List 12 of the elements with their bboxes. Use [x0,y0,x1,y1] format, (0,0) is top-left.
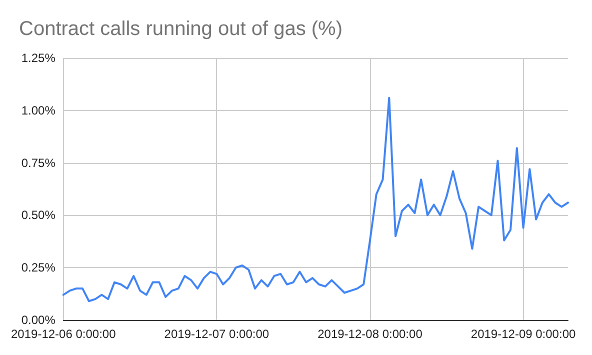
x-tick-label: 2019-12-07 0:00:00 [164,327,270,341]
y-tick-label: 1.00% [21,103,56,118]
x-tick-label: 2019-12-06 0:00:00 [10,327,116,341]
line-series [62,96,569,302]
y-tick-label: 0.25% [21,260,56,275]
y-tick-label: 1.25% [21,51,56,65]
y-tick-label: 0.75% [21,156,56,170]
x-tick-label: 2019-12-08 0:00:00 [318,327,423,341]
y-tick-label: 0.50% [21,208,56,222]
chart-title: Contract calls running out of gas (%) [19,18,342,40]
y-tick-label: 0.00% [21,313,56,327]
x-tick-label: 2019-12-09 0:00:00 [470,327,576,341]
